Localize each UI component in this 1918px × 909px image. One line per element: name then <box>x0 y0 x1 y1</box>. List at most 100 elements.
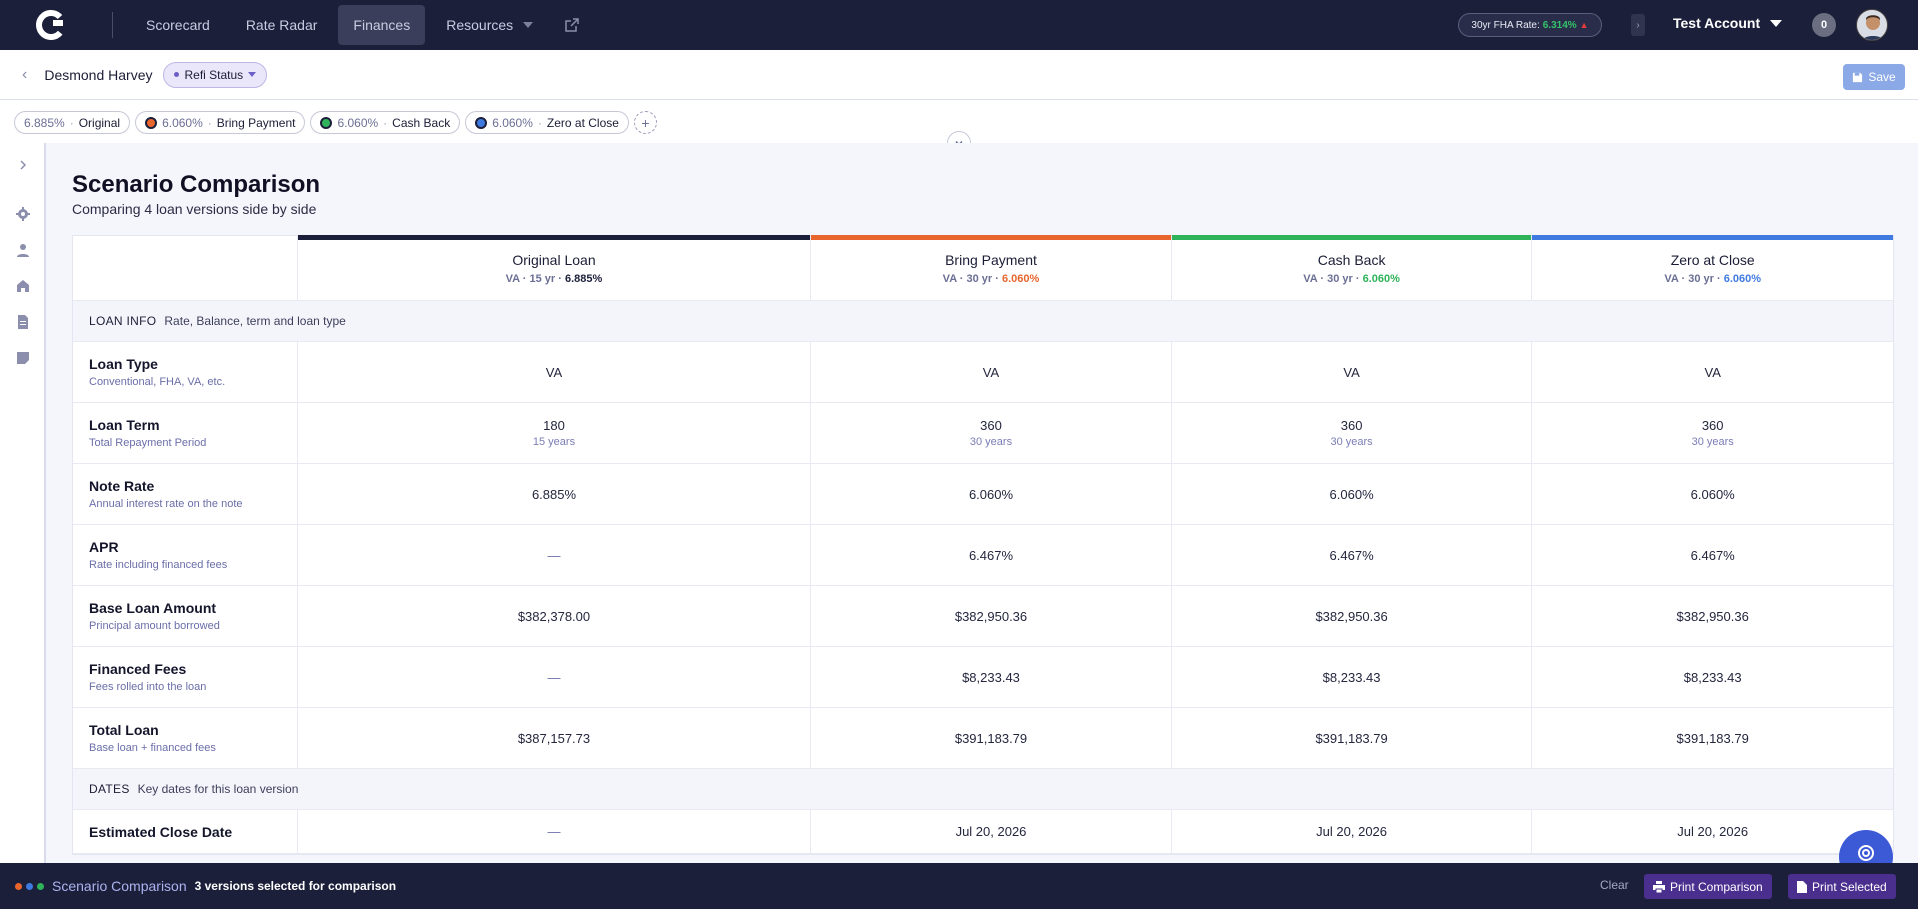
cell-value: Jul 20, 2026 <box>1677 824 1749 839</box>
cell-value: 6.467% <box>1329 547 1374 563</box>
account-menu[interactable]: Test Account <box>1673 15 1783 31</box>
print-comparison-button[interactable]: Print Comparison <box>1644 874 1772 899</box>
cell-value: 360 <box>980 418 1002 433</box>
column-color-bar <box>1171 235 1532 240</box>
section-label: LOAN INFO <box>89 314 157 328</box>
notification-badge[interactable]: 0 <box>1812 13 1836 37</box>
chip-rate: 6.060% <box>162 115 203 130</box>
row-description: Principal amount borrowed <box>89 620 220 632</box>
version-chip-zero-at-close[interactable]: 6.060% · Zero at Close <box>465 111 629 134</box>
print-selected-label: Print Selected <box>1812 879 1887 894</box>
cell-value: $382,950.36 <box>1676 608 1749 624</box>
cell-value: $382,950.36 <box>954 608 1028 624</box>
cell-value: $8,233.43 <box>1322 669 1381 685</box>
row-label: Note Rate <box>89 478 155 494</box>
print-selected-button[interactable]: Print Selected <box>1788 874 1896 899</box>
cell-subvalue: 30 years <box>969 436 1013 448</box>
cell-value: $382,950.36 <box>1315 608 1388 624</box>
clear-button[interactable]: Clear <box>1600 878 1629 892</box>
save-button[interactable]: Save <box>1843 64 1905 90</box>
cell-subvalue: 15 years <box>532 436 576 448</box>
column-meta: VA · 30 yr · 6.060% <box>1664 272 1762 285</box>
color-dot-icon <box>320 116 333 129</box>
cell-value: 6.060% <box>968 486 1014 502</box>
row-label: Total Loan <box>89 722 159 738</box>
chip-rate: 6.060% <box>337 115 379 130</box>
nav-finances[interactable]: Finances <box>338 5 426 45</box>
version-chip-bring-payment[interactable]: 6.060% · Bring Payment <box>135 111 306 134</box>
nav-rate-radar[interactable]: Rate Radar <box>245 17 318 33</box>
column-color-bar <box>1532 235 1894 240</box>
fha-rate-ticker[interactable]: 30yr FHA Rate: 6.314% ▲ <box>1458 13 1602 37</box>
nav-divider <box>112 12 113 38</box>
account-name: Test Account <box>1673 15 1761 31</box>
chip-rate: 6.885% <box>24 115 65 130</box>
avatar[interactable] <box>1856 9 1888 41</box>
cell-value: VA <box>1704 364 1721 380</box>
header-empty-cell <box>73 236 298 300</box>
row-description: Conventional, FHA, VA, etc. <box>89 376 226 388</box>
version-dot-icon <box>26 882 33 890</box>
cell-value: Jul 20, 2026 <box>1316 824 1388 839</box>
cell-subvalue: 30 years <box>1691 436 1734 448</box>
cell-value: VA <box>982 364 1000 380</box>
app-logo[interactable] <box>34 8 68 42</box>
refi-status-dropdown[interactable]: Refi Status <box>163 61 268 88</box>
arrow-up-icon: ▲ <box>1579 20 1589 30</box>
section-description: Key dates for this loan version <box>137 782 299 796</box>
table-row: Base Loan Amount Principal amount borrowe… <box>73 586 1893 647</box>
document-icon[interactable] <box>15 314 31 330</box>
table-row: Estimated Close Date — Jul 20, 2026 Jul … <box>73 810 1893 854</box>
home-icon[interactable] <box>15 278 31 294</box>
table-row: Note Rate Annual interest rate on the not… <box>73 464 1893 525</box>
cell-value: 6.467% <box>1690 547 1735 563</box>
printer-icon <box>1653 880 1665 893</box>
back-chevron-icon[interactable]: ‹ <box>22 65 28 83</box>
page-title: Scenario Comparison <box>72 171 321 198</box>
row-label: APR <box>89 539 119 555</box>
save-label: Save <box>1868 70 1896 84</box>
add-version-button[interactable]: + <box>633 111 657 134</box>
cell-value: 360 <box>1340 418 1363 433</box>
comparison-table: Original Loan VA · 15 yr · 6.885% Bring … <box>72 235 1894 855</box>
save-icon <box>1853 72 1863 82</box>
column-title: Original Loan <box>512 251 596 268</box>
row-description: Total Repayment Period <box>89 437 207 449</box>
cell-value: $382,378.00 <box>517 608 591 624</box>
cell-value: — <box>547 547 561 563</box>
row-description: Fees rolled into the loan <box>89 681 207 693</box>
client-header: ‹ Desmond Harvey Refi Status Save <box>0 50 1918 100</box>
cell-value: Jul 20, 2026 <box>955 824 1027 839</box>
column-meta: VA · 15 yr · 6.885% <box>505 272 603 285</box>
external-link-icon[interactable] <box>564 17 580 33</box>
row-description: Rate including financed fees <box>89 559 228 571</box>
expand-chevron-icon[interactable] <box>15 157 31 173</box>
comparison-panel: Scenario Comparison Comparing 4 loan ver… <box>46 143 1918 863</box>
comparison-action-bar: Scenario Comparison 3 versions selected … <box>0 863 1918 909</box>
left-rail <box>0 143 46 863</box>
chip-name: Original <box>78 115 121 130</box>
column-header-cash-back: Cash Back VA · 30 yr · 6.060% <box>1171 235 1533 300</box>
ticker-next-button[interactable]: › <box>1631 14 1645 36</box>
chevron-down-icon <box>248 72 257 77</box>
column-meta: VA · 30 yr · 6.060% <box>942 272 1040 285</box>
selection-count: 3 versions selected for comparison <box>194 879 397 893</box>
color-dot-icon <box>475 116 488 129</box>
version-chip-cash-back[interactable]: 6.060% · Cash Back <box>310 111 461 134</box>
user-icon[interactable] <box>15 242 31 258</box>
selected-version-dots <box>15 882 44 890</box>
column-title: Bring Payment <box>945 251 1037 268</box>
page-subtitle: Comparing 4 loan versions side by side <box>72 201 317 217</box>
nav-resources[interactable]: Resources <box>431 5 548 45</box>
note-icon[interactable] <box>15 350 31 366</box>
row-description: Base loan + financed fees <box>89 742 216 754</box>
version-chip-original[interactable]: 6.885% · Original <box>14 111 131 134</box>
top-navbar: Scorecard Rate Radar Finances Resources … <box>0 0 1918 50</box>
column-title: Zero at Close <box>1670 251 1755 268</box>
action-bar-title: Scenario Comparison <box>52 878 187 894</box>
gear-icon[interactable] <box>15 206 31 222</box>
chip-name: Zero at Close <box>546 115 619 130</box>
chip-name: Bring Payment <box>216 115 296 130</box>
nav-scorecard[interactable]: Scorecard <box>146 17 210 33</box>
column-title: Cash Back <box>1317 251 1386 268</box>
